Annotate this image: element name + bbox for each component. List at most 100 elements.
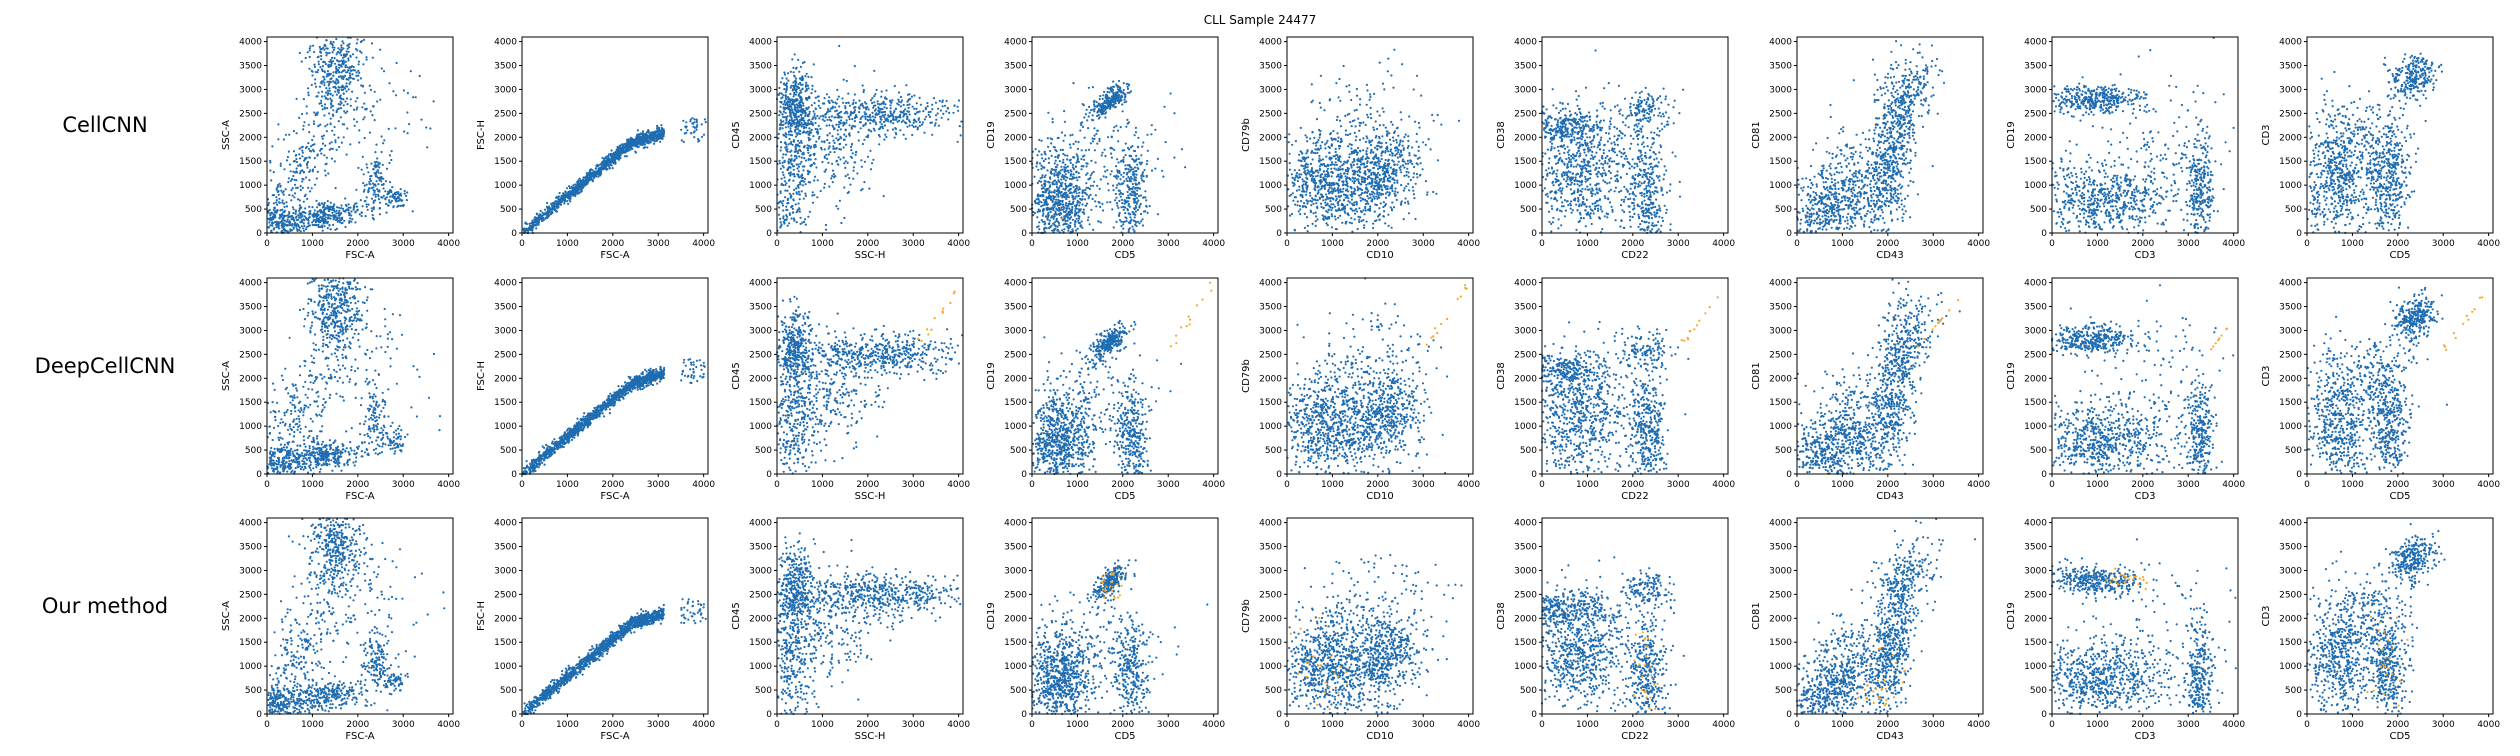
data-point xyxy=(798,207,801,210)
data-point xyxy=(835,159,839,162)
data-point xyxy=(940,116,943,119)
data-point xyxy=(321,69,324,73)
data-point xyxy=(1087,148,1091,151)
data-point xyxy=(843,162,846,165)
data-point xyxy=(360,214,363,218)
data-point xyxy=(1084,192,1087,195)
data-point xyxy=(794,143,798,146)
data-point xyxy=(1124,206,1127,209)
data-point xyxy=(851,152,854,155)
data-point xyxy=(790,119,793,122)
data-point xyxy=(334,218,337,221)
data-point xyxy=(298,204,301,207)
data-point xyxy=(946,106,949,110)
data-point xyxy=(841,97,844,100)
data-point xyxy=(819,189,822,193)
data-point xyxy=(1090,172,1094,175)
data-point xyxy=(782,215,785,218)
data-point xyxy=(805,126,808,129)
data-point xyxy=(398,194,401,197)
data-point xyxy=(1169,92,1172,95)
data-point xyxy=(1072,173,1075,176)
data-point xyxy=(885,135,888,139)
data-point xyxy=(840,110,843,113)
data-point xyxy=(578,177,581,180)
data-point xyxy=(1140,177,1143,180)
data-point xyxy=(680,128,683,131)
data-point xyxy=(360,39,363,43)
data-point xyxy=(365,183,368,186)
data-point xyxy=(587,173,590,177)
data-point xyxy=(347,57,350,60)
data-point xyxy=(1104,170,1107,173)
data-point xyxy=(843,133,846,136)
data-point xyxy=(346,110,349,113)
data-point xyxy=(810,76,813,79)
data-point xyxy=(840,221,843,225)
data-point xyxy=(313,143,316,146)
data-point xyxy=(288,163,291,166)
data-point xyxy=(1130,180,1133,183)
data-point xyxy=(301,221,304,224)
data-point xyxy=(547,205,551,208)
data-point xyxy=(793,123,796,126)
data-point xyxy=(320,135,323,138)
data-point xyxy=(1134,210,1137,213)
data-point xyxy=(550,208,553,211)
data-point xyxy=(270,179,273,182)
data-point xyxy=(899,129,902,132)
data-point xyxy=(823,155,826,158)
data-point xyxy=(385,202,388,205)
data-point xyxy=(295,215,298,218)
data-point xyxy=(789,127,792,130)
data-point xyxy=(826,157,829,160)
data-point xyxy=(945,110,948,113)
data-point xyxy=(562,193,566,196)
data-point xyxy=(871,97,874,100)
data-point xyxy=(885,107,888,110)
data-point xyxy=(326,222,329,225)
data-point xyxy=(339,116,342,119)
x-tick-label: 2000 xyxy=(601,239,624,249)
data-point xyxy=(1098,116,1101,119)
data-point xyxy=(780,146,783,149)
data-point xyxy=(832,173,836,176)
data-point xyxy=(811,118,814,121)
data-point xyxy=(557,195,561,198)
data-point xyxy=(1142,141,1145,144)
data-point xyxy=(645,137,648,140)
data-point xyxy=(305,176,308,179)
data-point xyxy=(337,120,340,123)
data-point xyxy=(270,212,273,215)
data-point xyxy=(372,201,375,204)
data-point xyxy=(305,105,308,108)
data-point xyxy=(366,166,369,169)
data-point xyxy=(1070,191,1073,194)
data-point xyxy=(656,136,659,139)
data-point xyxy=(781,161,784,164)
data-point xyxy=(796,128,800,131)
data-point xyxy=(878,128,881,131)
data-point xyxy=(324,91,328,94)
data-point xyxy=(915,120,918,123)
data-point xyxy=(293,219,296,222)
data-point xyxy=(303,224,306,228)
data-point xyxy=(341,40,344,43)
data-point xyxy=(798,92,801,95)
data-point xyxy=(824,168,828,171)
data-point xyxy=(865,108,868,111)
data-point xyxy=(601,156,604,159)
data-point xyxy=(276,185,279,188)
data-point xyxy=(853,161,856,164)
data-point xyxy=(528,222,531,225)
y-tick-label: 2500 xyxy=(239,109,262,119)
data-point xyxy=(854,101,858,104)
data-point xyxy=(863,160,867,163)
data-point xyxy=(328,63,331,66)
data-point xyxy=(792,179,795,182)
data-point xyxy=(906,118,909,121)
data-point xyxy=(1133,149,1137,153)
data-point xyxy=(1112,129,1115,132)
data-point xyxy=(576,183,579,186)
data-point xyxy=(536,217,540,220)
